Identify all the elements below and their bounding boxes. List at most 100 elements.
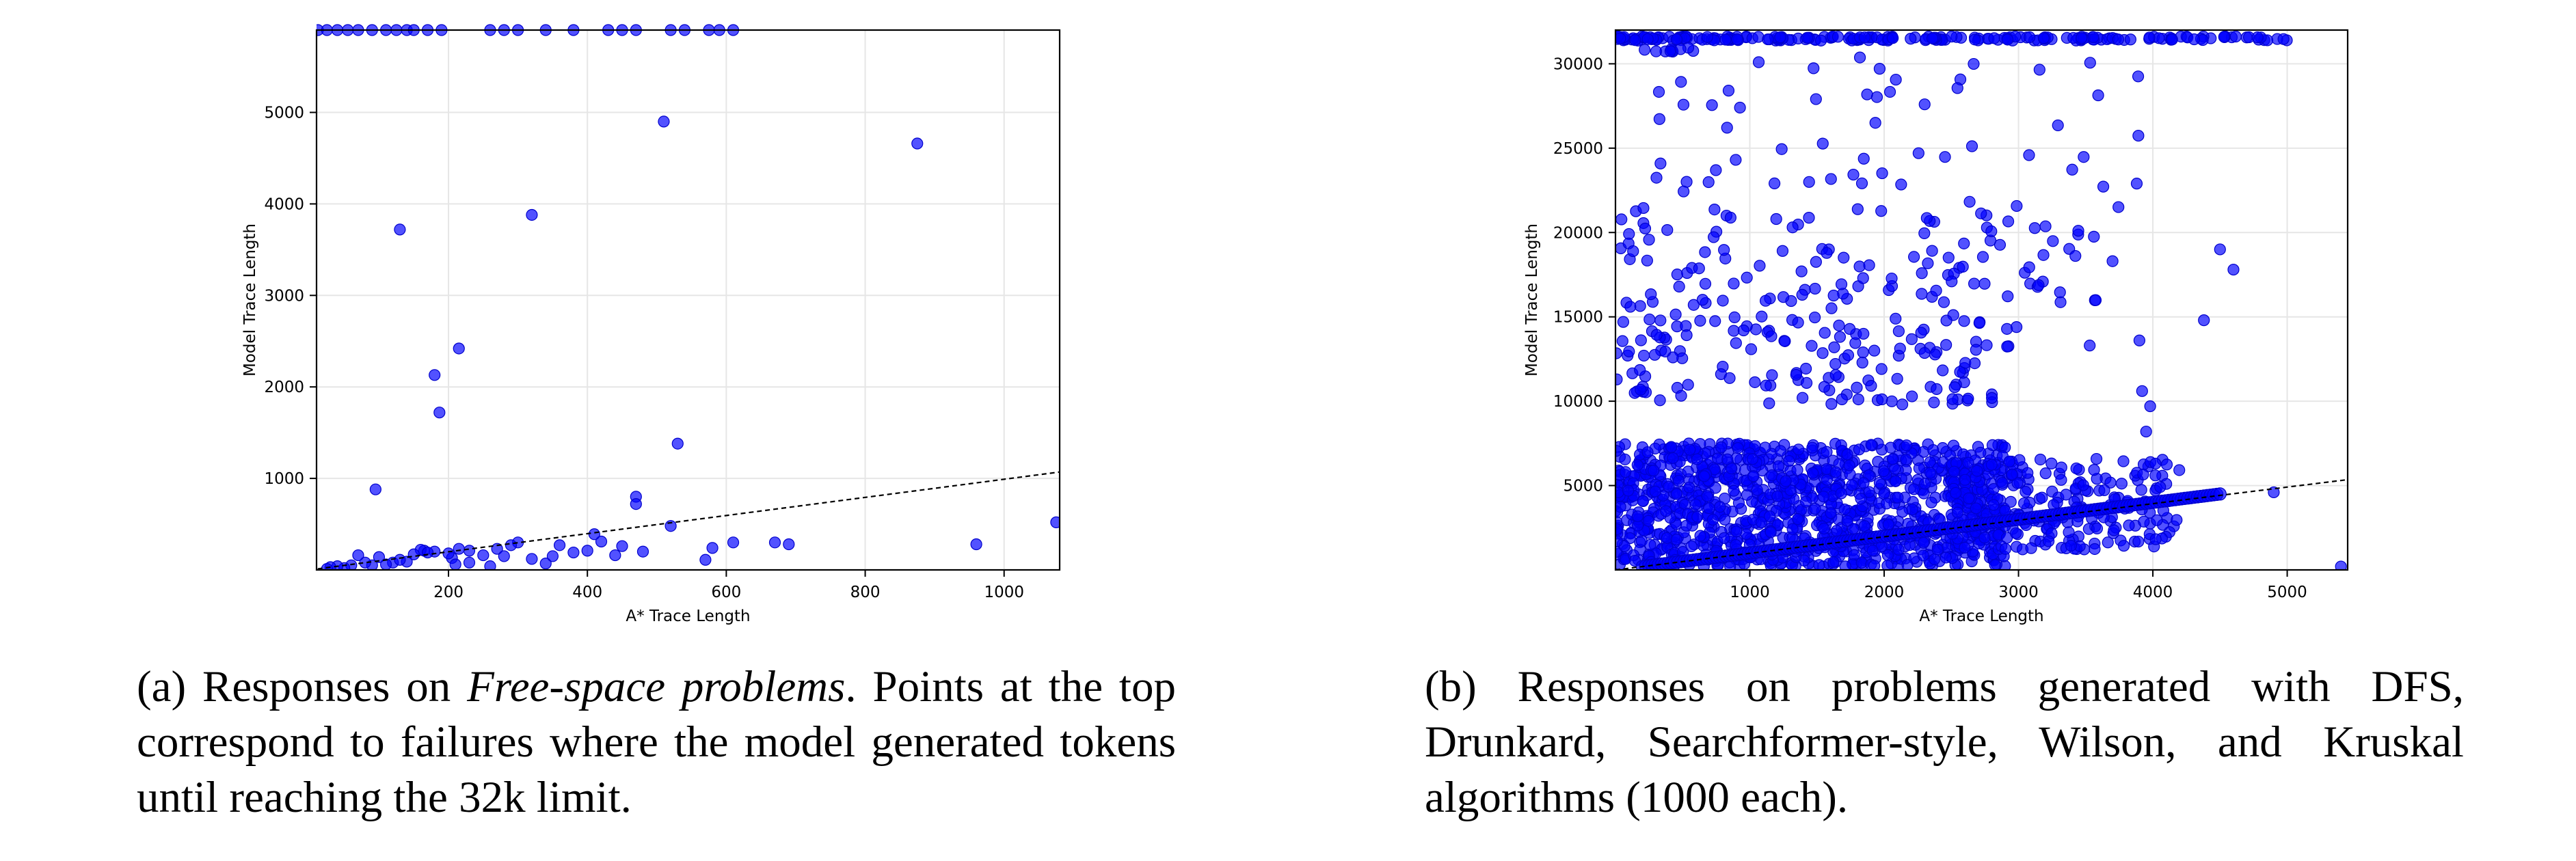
data-point (1900, 453, 1912, 466)
data-point (1637, 495, 1649, 507)
data-point (1905, 33, 1917, 45)
x-tick-label: 2000 (1864, 584, 1905, 601)
data-point (429, 369, 441, 381)
data-point (1962, 456, 1974, 469)
data-point (1678, 185, 1690, 197)
data-point (2149, 457, 2162, 470)
data-point (491, 543, 503, 555)
data-point (1715, 441, 1728, 454)
data-point (1730, 154, 1742, 166)
data-point (1615, 32, 1626, 45)
data-point (1764, 510, 1776, 523)
scatter-chart-a: 200 400 600 800 1000 1000 2000 3000 4000 5000 A* T… (241, 24, 1061, 625)
data-point (1857, 327, 1870, 340)
data-point (2088, 464, 2100, 476)
data-point (1940, 314, 1953, 327)
caption-a-prefix: (a) Responses on (137, 662, 468, 711)
data-point (1661, 532, 1673, 544)
data-point (1901, 439, 1913, 452)
data-point (1763, 397, 1775, 409)
data-point (2135, 484, 2147, 496)
data-point (2088, 230, 2100, 243)
data-point (1642, 515, 1654, 527)
data-point (2025, 542, 2037, 554)
data-point (1693, 262, 1705, 275)
data-point (1841, 448, 1853, 461)
data-point (1989, 559, 2001, 570)
data-point (1969, 33, 1981, 46)
data-point (1786, 523, 1799, 535)
data-point (1996, 477, 2009, 489)
data-point (1931, 543, 1944, 556)
data-point (433, 407, 446, 419)
data-point (1883, 85, 1896, 98)
caption-a-emphasis: Free-space problems (467, 662, 846, 711)
data-point (1637, 202, 1650, 215)
data-point (1857, 346, 1869, 359)
data-point (2052, 119, 2064, 132)
data-point (1834, 331, 1847, 343)
data-point (1958, 237, 1970, 249)
data-point (1754, 260, 1766, 272)
data-point (1708, 231, 1720, 243)
data-point (1706, 99, 1718, 111)
data-point (2076, 32, 2088, 44)
data-point (2130, 178, 2143, 190)
data-point (1858, 31, 1871, 44)
data-point (1792, 316, 1804, 329)
data-point (1683, 481, 1695, 493)
data-point (1709, 315, 1721, 327)
data-point (1892, 325, 1905, 338)
data-point (1890, 475, 1902, 487)
data-point (539, 558, 552, 570)
data-point (1918, 98, 1931, 111)
data-point (1855, 177, 1868, 189)
x-axis-label: A* Trace Length (626, 607, 750, 625)
data-point (1616, 335, 1628, 347)
data-point (636, 545, 649, 558)
points-b (1615, 30, 2347, 570)
data-point (1818, 522, 1830, 535)
data-point (1766, 469, 1778, 482)
data-point (1942, 251, 1955, 264)
data-point (1799, 495, 1812, 508)
data-point (2154, 481, 2166, 493)
data-point (630, 497, 642, 510)
data-point (369, 483, 381, 495)
data-point (1816, 347, 1829, 359)
data-point (1756, 310, 1768, 323)
data-point (1813, 559, 1825, 570)
data-point (1875, 363, 1888, 375)
data-point (1975, 207, 1987, 219)
data-point (1946, 393, 1959, 405)
y-tick-label: 15000 (1553, 309, 1603, 327)
data-point (1940, 339, 1953, 351)
data-point (1929, 553, 1941, 566)
data-point (2112, 33, 2125, 46)
data-point (1946, 275, 1958, 288)
data-point (658, 115, 670, 128)
data-point (2108, 524, 2120, 536)
data-point (1689, 498, 1702, 510)
data-point (1643, 313, 1656, 326)
data-point (1930, 284, 1942, 297)
data-point (2023, 149, 2035, 161)
data-point (1671, 269, 1683, 281)
data-point (2042, 535, 2055, 547)
data-point (1999, 543, 2011, 555)
data-point (1737, 324, 1750, 337)
data-point (1808, 62, 1820, 74)
data-point (1946, 30, 1958, 43)
data-point (1759, 441, 1771, 454)
data-point (1728, 325, 1740, 337)
data-point (1839, 560, 1851, 570)
data-point (498, 550, 510, 562)
data-point (1641, 33, 1654, 45)
data-point (1627, 245, 1639, 258)
data-point (1937, 296, 1950, 308)
data-point (1631, 510, 1644, 523)
grid-a (317, 30, 1060, 570)
y-tick-label: 10000 (1553, 393, 1603, 411)
data-point (1717, 295, 1729, 307)
data-point (1925, 496, 1937, 508)
